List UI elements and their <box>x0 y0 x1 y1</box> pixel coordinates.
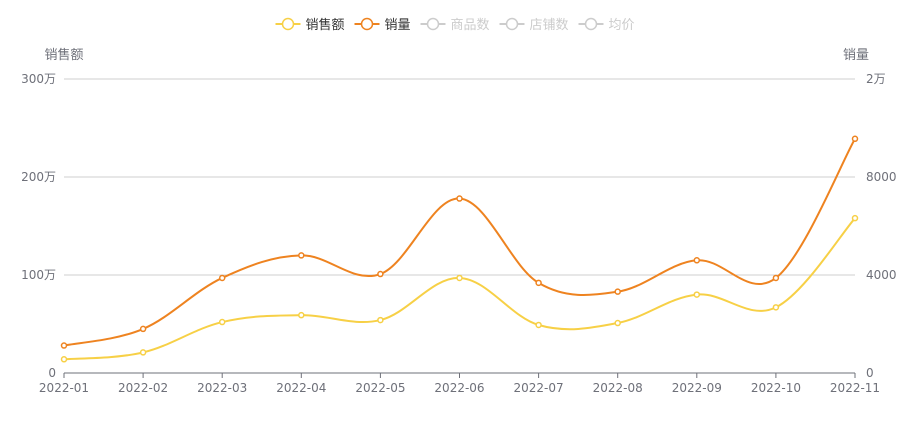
left-axis-ticks: 0 100万 200万 300万 <box>21 72 56 380</box>
data-point[interactable] <box>693 257 701 264</box>
x-tick-label: 2022-05 <box>355 381 405 395</box>
legend-label: 均价 <box>609 18 635 33</box>
legend-item[interactable]: 均价 <box>578 17 635 33</box>
series-line <box>63 217 856 361</box>
data-point[interactable] <box>772 274 780 282</box>
legend-item[interactable]: 销售额 <box>275 17 345 33</box>
data-point[interactable] <box>851 135 859 143</box>
right-axis-name: 销量 <box>843 48 869 63</box>
left-tick-label: 300万 <box>21 72 56 86</box>
data-point[interactable] <box>851 214 859 222</box>
data-point[interactable] <box>614 288 621 295</box>
data-point[interactable] <box>218 274 226 282</box>
x-tick-label: 2022-10 <box>751 381 801 395</box>
data-point[interactable] <box>535 279 542 287</box>
right-tick-label: 2万 <box>866 72 886 86</box>
legend-marker-icon <box>360 17 374 31</box>
left-tick-label: 200万 <box>21 170 56 184</box>
x-tick-label: 2022-01 <box>39 381 89 395</box>
x-tick-label: 2022-11 <box>830 381 880 395</box>
legend-label: 销量 <box>385 18 411 33</box>
right-tick-label: 0 <box>866 366 874 380</box>
legend-marker-icon <box>281 17 295 31</box>
x-tick-label: 2022-04 <box>276 381 326 395</box>
data-point[interactable] <box>614 319 621 327</box>
legend-item[interactable]: 销量 <box>354 17 411 33</box>
data-point[interactable] <box>456 274 463 282</box>
series-sales-amount <box>60 214 859 363</box>
x-tick-label: 2022-07 <box>514 381 564 395</box>
data-point[interactable] <box>298 311 305 319</box>
x-tick-label: 2022-06 <box>434 381 484 395</box>
x-tick-label: 2022-02 <box>118 381 168 395</box>
right-axis-ticks: 0 4000 8000 2万 <box>866 72 897 380</box>
legend-label: 商品数 <box>451 18 490 33</box>
data-point[interactable] <box>139 325 147 333</box>
legend-item[interactable]: 店铺数 <box>499 17 569 33</box>
legend-marker-icon <box>426 17 440 31</box>
x-tick-label: 2022-03 <box>197 381 247 395</box>
left-axis-name: 销售额 <box>44 47 83 63</box>
data-point[interactable] <box>377 270 384 278</box>
legend-item[interactable]: 商品数 <box>420 17 490 33</box>
legend-label: 销售额 <box>306 17 345 33</box>
data-point[interactable] <box>60 342 68 349</box>
grid-lines <box>64 78 855 276</box>
data-point[interactable] <box>377 316 384 324</box>
x-axis: 2022-01 2022-02 2022-03 2022-04 2022-05 2022-… <box>39 372 880 395</box>
legend-marker-icon <box>584 17 598 31</box>
legend-label: 店铺数 <box>530 18 569 33</box>
data-point[interactable] <box>139 349 147 356</box>
legend: 销售额 销量 商品数 店铺数 均价 <box>275 17 635 33</box>
series-line <box>63 138 856 347</box>
legend-marker-icon <box>505 17 519 31</box>
left-tick-label: 0 <box>48 366 56 380</box>
right-tick-label: 8000 <box>866 170 897 184</box>
left-tick-label: 100万 <box>21 268 56 282</box>
series-sales-volume <box>60 135 859 349</box>
data-point[interactable] <box>60 356 68 363</box>
x-tick-label: 2022-08 <box>593 381 643 395</box>
data-point[interactable] <box>693 291 701 298</box>
x-tick-label: 2022-09 <box>672 381 722 395</box>
data-point[interactable] <box>298 252 305 259</box>
data-point[interactable] <box>456 195 463 202</box>
series-group <box>60 135 859 363</box>
data-point[interactable] <box>535 321 542 329</box>
data-point[interactable] <box>218 318 226 326</box>
right-tick-label: 4000 <box>866 268 897 282</box>
data-point[interactable] <box>772 304 780 311</box>
